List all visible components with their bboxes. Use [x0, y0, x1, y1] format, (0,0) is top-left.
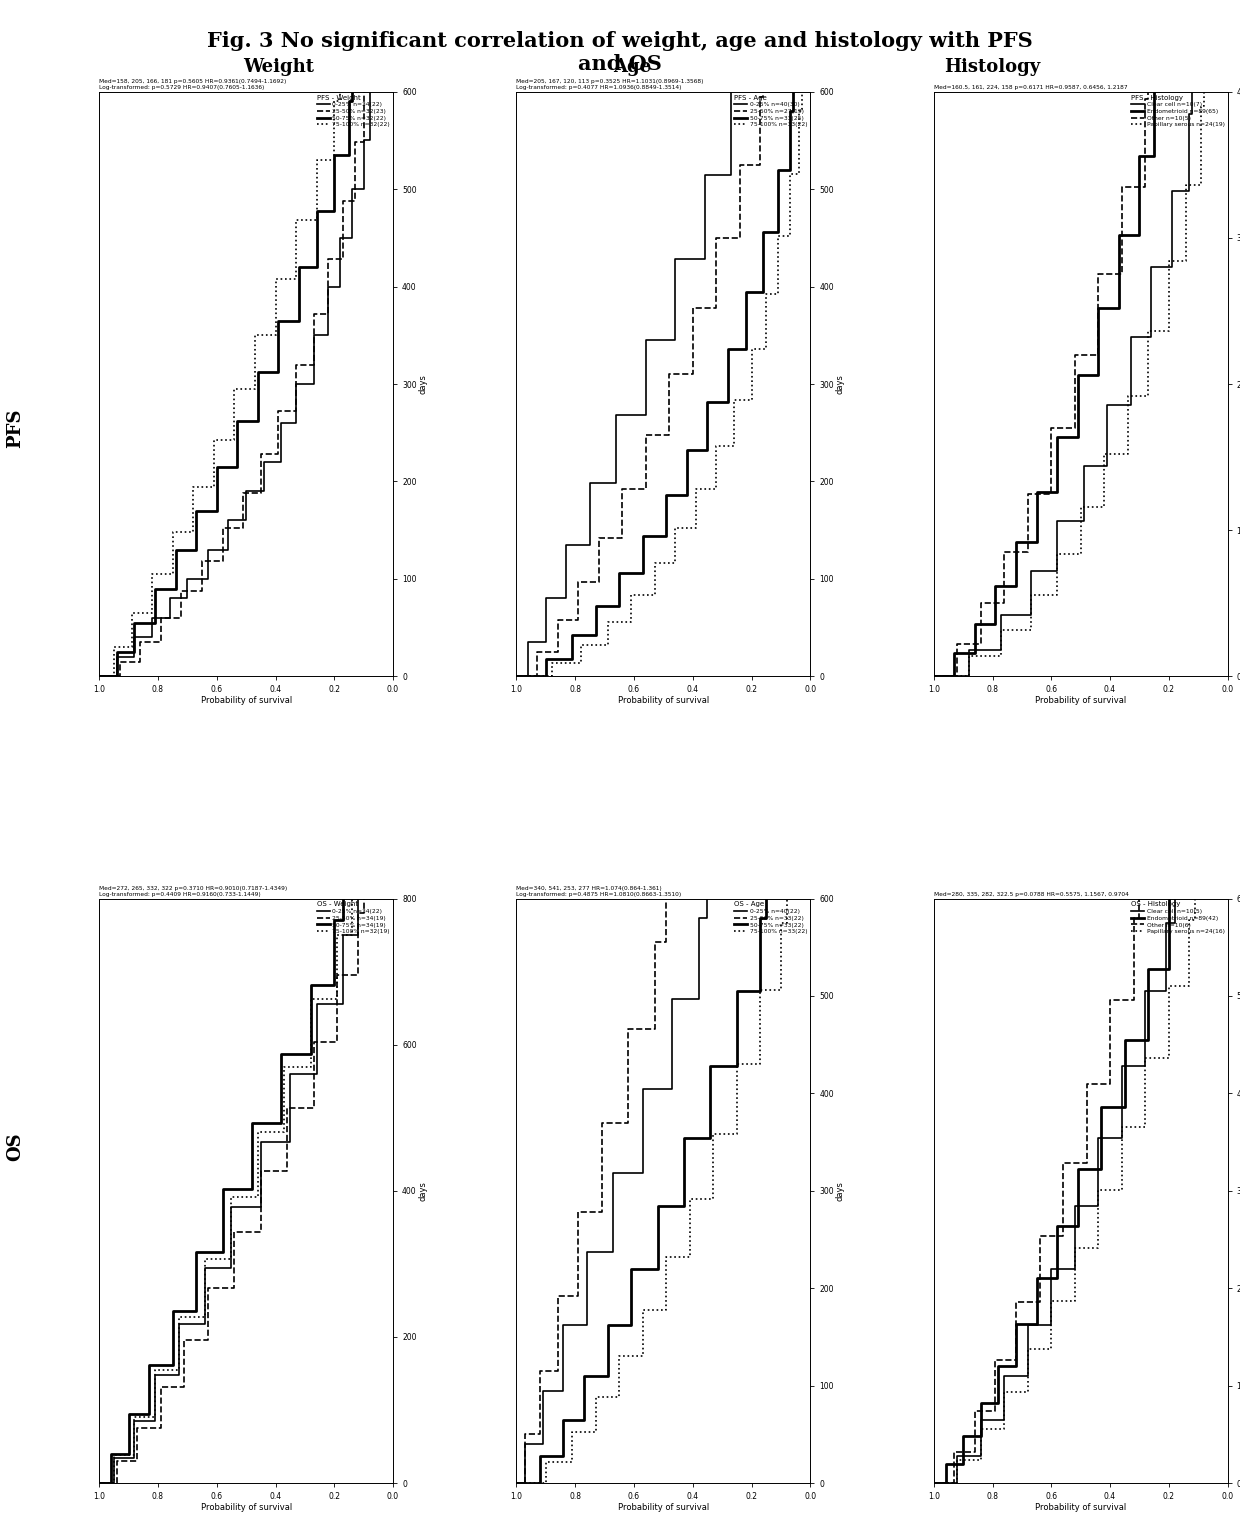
- Text: Fig. 3 No significant correlation of weight, age and histology with PFS: Fig. 3 No significant correlation of wei…: [207, 31, 1033, 50]
- Y-axis label: days: days: [836, 375, 844, 394]
- X-axis label: Probability of survival: Probability of survival: [618, 696, 709, 705]
- Text: Age: Age: [614, 58, 651, 76]
- Text: Med=160.5, 161, 224, 158 p=0.6171 HR=0.9587, 0.6456, 1.2187: Med=160.5, 161, 224, 158 p=0.6171 HR=0.9…: [934, 86, 1127, 90]
- Legend: Clear cell n=10(5), Endometrioid n=89(42), Other n=10(6), Papillary serous n=24(: Clear cell n=10(5), Endometrioid n=89(42…: [1130, 901, 1226, 936]
- Y-axis label: days: days: [418, 375, 427, 394]
- Text: Med=272, 265, 332, 322 p=0.3710 HR=0.9010(0.7187-1.4349)
Log-transformed: p=0.44: Med=272, 265, 332, 322 p=0.3710 HR=0.901…: [99, 885, 288, 896]
- Legend: Clear cell n=10(7), Endometrioid n=89(65), Other n=10(5), Papillary serous n=24(: Clear cell n=10(7), Endometrioid n=89(65…: [1130, 93, 1226, 128]
- Legend: 0-25% n=34(22), 25-50% n=34(19), 50-75% n=34(19), 75-100% n=32(19): 0-25% n=34(22), 25-50% n=34(19), 50-75% …: [316, 901, 392, 936]
- Text: Med=158, 205, 166, 181 p=0.5605 HR=0.9361(0.7494-1.1692)
Log-transformed: p=0.57: Med=158, 205, 166, 181 p=0.5605 HR=0.936…: [99, 80, 286, 90]
- Text: Med=340, 541, 253, 277 HR=1.074(0.864-1.361)
Log-transformed: p=0.4875 HR=1.0810: Med=340, 541, 253, 277 HR=1.074(0.864-1.…: [517, 885, 682, 896]
- X-axis label: Probability of survival: Probability of survival: [201, 696, 291, 705]
- X-axis label: Probability of survival: Probability of survival: [1035, 696, 1126, 705]
- Text: Histology: Histology: [944, 58, 1040, 76]
- Text: OS: OS: [6, 1133, 25, 1161]
- Text: Weight: Weight: [243, 58, 315, 76]
- Legend: 0-25% n=34(22), 25-50% n=32(23), 50-75% n=32(22), 75-100% n=32(22): 0-25% n=34(22), 25-50% n=32(23), 50-75% …: [316, 93, 392, 128]
- Y-axis label: days: days: [836, 1180, 844, 1200]
- Text: Med=205, 167, 120, 113 p=0.3525 HR=1.1031(0.8969-1.3568)
Log-transformed: p=0.40: Med=205, 167, 120, 113 p=0.3525 HR=1.103…: [517, 80, 704, 90]
- Text: and OS: and OS: [578, 54, 662, 73]
- X-axis label: Probability of survival: Probability of survival: [618, 1503, 709, 1512]
- Legend: 0-25% n=40(22), 25-50% n=33(22), 50-75% n=33(22), 75-100% n=33(22): 0-25% n=40(22), 25-50% n=33(22), 50-75% …: [733, 901, 808, 936]
- Legend: 0-25% n=40(30), 25-50% n=27(19), 50-75% n=33(25), 75-100% n=33(22): 0-25% n=40(30), 25-50% n=27(19), 50-75% …: [733, 93, 808, 128]
- X-axis label: Probability of survival: Probability of survival: [1035, 1503, 1126, 1512]
- Text: PFS: PFS: [6, 408, 25, 448]
- Y-axis label: days: days: [418, 1180, 427, 1200]
- Text: Med=280, 335, 282, 322.5 p=0.0788 HR=0.5575, 1.1567, 0.9704: Med=280, 335, 282, 322.5 p=0.0788 HR=0.5…: [934, 891, 1128, 896]
- X-axis label: Probability of survival: Probability of survival: [201, 1503, 291, 1512]
